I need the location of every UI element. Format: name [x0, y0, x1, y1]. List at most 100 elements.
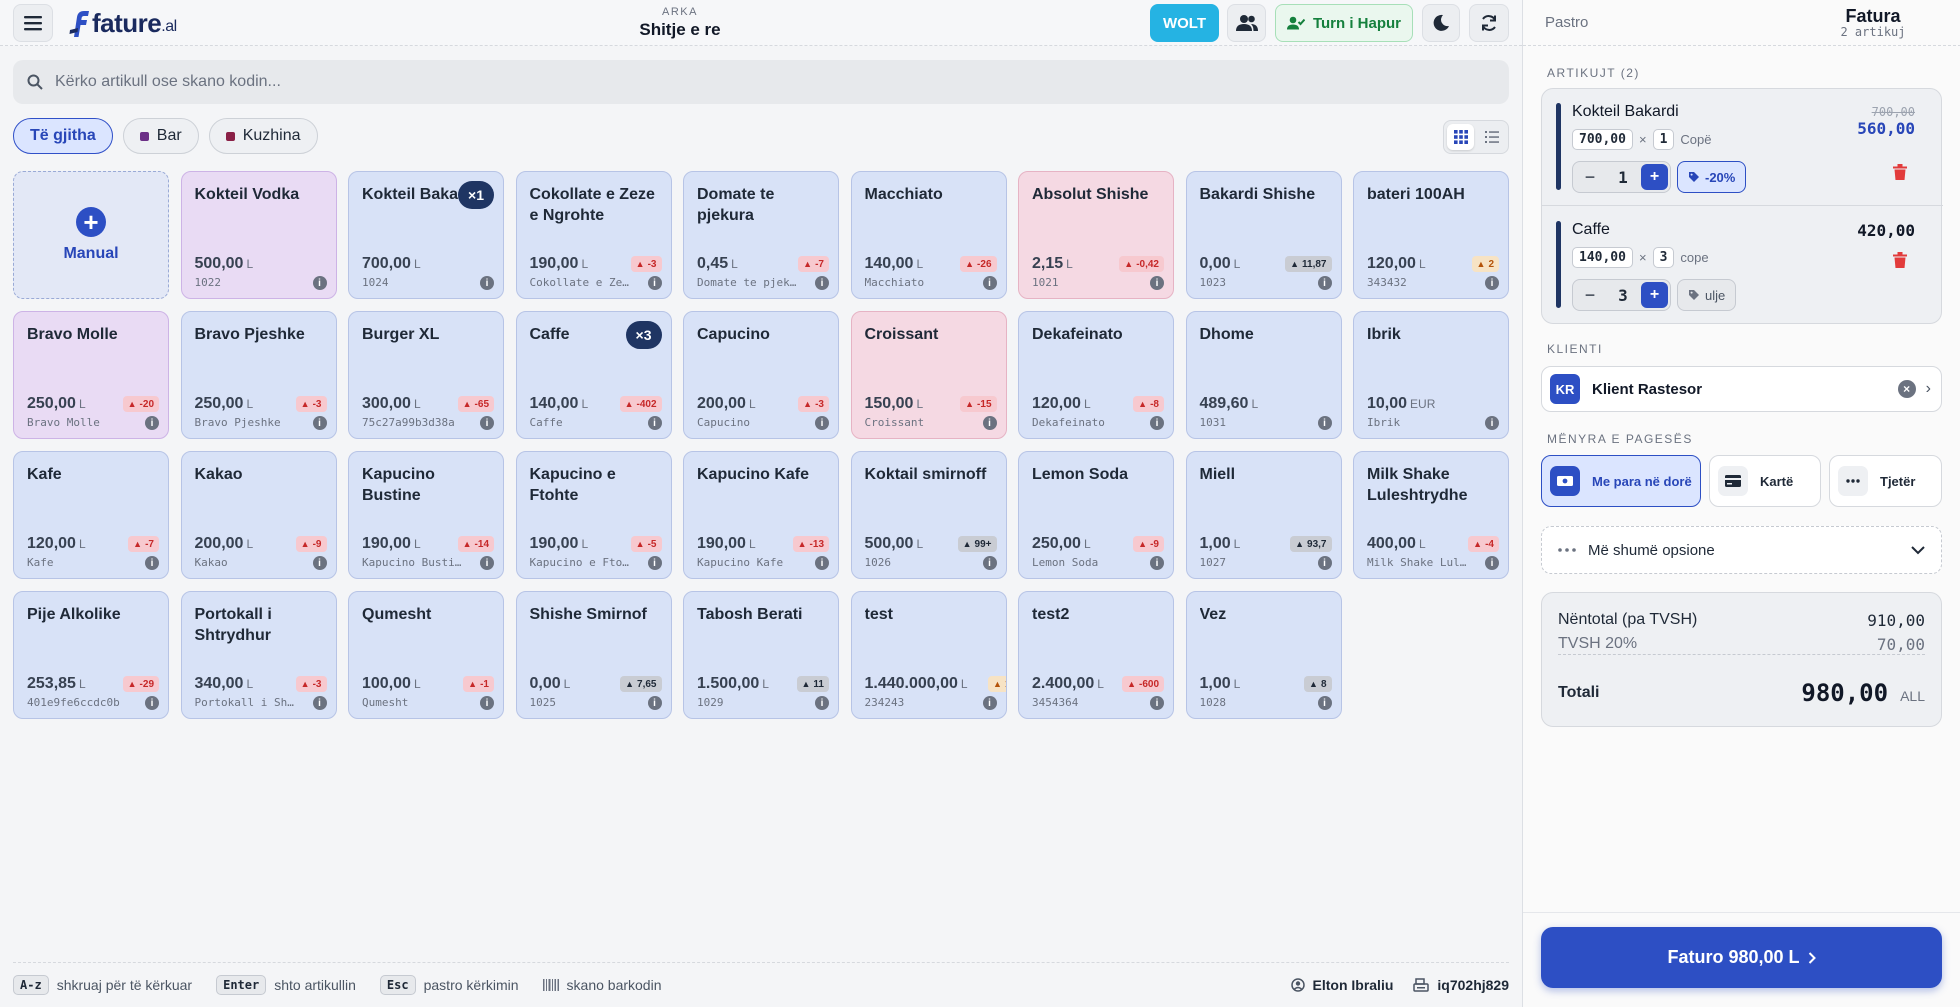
product-tile[interactable]: Kakao 200,00 L Kakao i ▲ -9 [180, 451, 337, 579]
product-tile[interactable]: Koktail smirnoff 500,00 L 1026 i ▲ 99+ [850, 451, 1007, 579]
clear-client-icon[interactable]: × [1897, 380, 1916, 398]
product-tile[interactable]: Kapucino Bustine 190,00 L Kapucino Bustine i… [348, 451, 504, 579]
info-icon[interactable]: i [982, 416, 997, 430]
decrease-button[interactable]: − [1584, 284, 1596, 305]
product-tile[interactable]: Shishe Smirnof 0,00 L 1025 i ▲ 7,65 [515, 591, 672, 719]
list-view-button[interactable] [1478, 124, 1505, 150]
product-tile[interactable]: Dekafeinato 120,00 L Dekafeinato i ▲ -8 [1018, 311, 1174, 439]
info-icon[interactable]: i [480, 416, 494, 430]
info-icon[interactable]: i [1485, 416, 1499, 430]
info-icon[interactable]: i [145, 696, 159, 710]
increase-button[interactable]: + [1641, 164, 1668, 190]
product-tile[interactable]: Bravo Molle 250,00 L Bravo Molle i ▲ -20 [13, 311, 169, 439]
info-icon[interactable]: i [480, 556, 494, 570]
clear-invoice-button[interactable]: Pastro [1545, 14, 1589, 31]
info-icon[interactable]: i [815, 416, 829, 430]
info-icon[interactable]: i [1485, 556, 1499, 570]
info-icon[interactable]: i [1317, 556, 1332, 570]
category-chip[interactable]: Bar [122, 118, 199, 154]
product-tile[interactable]: Qumesht 100,00 L Qumesht i ▲ -1 [348, 591, 504, 719]
info-icon[interactable]: i [815, 556, 829, 570]
discount-button[interactable]: -20% [1677, 161, 1747, 193]
info-icon[interactable]: i [982, 696, 997, 710]
product-tile[interactable]: Bakardi Shishe 0,00 L 1023 i ▲ 11,87 [1185, 171, 1342, 299]
category-chip[interactable]: Të gjitha [13, 118, 113, 154]
product-tile[interactable]: Capucino 200,00 L Capucino i ▲ -3 [683, 311, 839, 439]
product-tile[interactable]: test 1.440.000,00L 234243 i ▲1 [850, 591, 1007, 719]
info-icon[interactable]: i [1150, 696, 1164, 710]
product-tile[interactable]: Kokteil Bakardi 700,00 L 1024 i ×1 [348, 171, 504, 299]
menu-button[interactable] [13, 4, 53, 42]
client-selector[interactable]: KR Klient Rastesor × › [1541, 366, 1942, 412]
product-tile[interactable]: Domate te pjekura 0,45 L Domate te pjekura i… [683, 171, 839, 299]
product-tile[interactable]: Macchiato 140,00 L Macchiato i ▲ -26 [850, 171, 1007, 299]
info-icon[interactable]: i [647, 276, 662, 290]
payment-card[interactable]: Kartë [1709, 455, 1821, 507]
product-tile[interactable]: Portokall i Shtrydhur 340,00 L Portokall i … [180, 591, 337, 719]
users-button[interactable] [1227, 4, 1266, 42]
increase-button[interactable]: + [1641, 282, 1668, 308]
info-icon[interactable]: i [145, 416, 159, 430]
more-options-toggle[interactable]: Më shumë opsione [1541, 526, 1942, 574]
product-tile[interactable]: Kapucino e Ftohte 190,00 L Kapucino e Ftoht… [515, 451, 672, 579]
info-icon[interactable]: i [647, 696, 662, 710]
product-tile[interactable]: Kapucino Kafe 190,00 L Kapucino Kafe i ▲ -13 [683, 451, 839, 579]
product-tile[interactable]: Dhome 489,60 L 1031 i [1185, 311, 1342, 439]
info-icon[interactable]: i [145, 556, 159, 570]
refresh-button[interactable] [1469, 4, 1509, 42]
payment-other[interactable]: Tjetër [1829, 455, 1942, 507]
info-icon[interactable]: i [312, 696, 327, 710]
info-icon[interactable]: i [312, 556, 327, 570]
info-icon[interactable]: i [1317, 696, 1332, 710]
grid-view-button[interactable] [1447, 124, 1474, 150]
product-tile[interactable]: Croissant 150,00 L Croissant i ▲ -15 [850, 311, 1007, 439]
info-icon[interactable]: i [647, 416, 662, 430]
product-search[interactable] [13, 60, 1509, 104]
info-icon[interactable]: i [647, 556, 662, 570]
qty-field[interactable]: 3 [1652, 247, 1675, 268]
product-tile[interactable]: Miell 1,00 L 1027 i ▲ 93,7 [1185, 451, 1342, 579]
info-icon[interactable]: i [480, 696, 494, 710]
info-icon[interactable]: i [982, 276, 997, 290]
info-icon[interactable]: i [312, 276, 327, 290]
checkout-button[interactable]: Faturo 980,00 L [1541, 927, 1942, 988]
quantity-value[interactable]: 3 [1618, 285, 1628, 305]
info-icon[interactable]: i [1317, 276, 1332, 290]
product-tile[interactable]: Bravo Pjeshke 250,00 L Bravo Pjeshke i ▲ -3 [180, 311, 337, 439]
info-icon[interactable]: i [1150, 276, 1164, 290]
info-icon[interactable]: i [312, 416, 327, 430]
product-tile[interactable]: Caffe 140,00 L Caffe i ▲ -402 ×3 [515, 311, 672, 439]
search-input[interactable] [55, 73, 1455, 91]
dark-mode-toggle[interactable] [1422, 4, 1460, 42]
product-tile[interactable]: Pije Alkolike 253,85 L 401e9fe6ccdc0b i ▲ -29 [13, 591, 169, 719]
unit-price-field[interactable]: 700,00 [1572, 129, 1633, 150]
info-icon[interactable]: i [1150, 416, 1164, 430]
discount-button[interactable]: ulje [1677, 279, 1737, 311]
product-tile[interactable]: Vez 1,00 L 1028 i ▲ 8 [1185, 591, 1342, 719]
unit-price-field[interactable]: 140,00 [1572, 247, 1633, 268]
wolt-button[interactable]: WOLT [1150, 4, 1219, 42]
delete-line-button[interactable] [1885, 157, 1915, 187]
delete-line-button[interactable] [1885, 245, 1915, 275]
product-tile[interactable]: Cokollate e Zeze e Ngrohte 190,00 L Cokolla… [515, 171, 672, 299]
qty-field[interactable]: 1 [1652, 129, 1675, 150]
quantity-value[interactable]: 1 [1618, 167, 1628, 187]
payment-cash[interactable]: Me para në dorë [1541, 455, 1701, 507]
product-tile[interactable]: Absolut Shishe 2,15 L 1021 i ▲ -0,42 [1018, 171, 1174, 299]
manual-item-tile[interactable]: + Manual [13, 171, 169, 299]
product-tile[interactable]: Ibrik 10,00 EUR Ibrik i [1353, 311, 1509, 439]
category-chip[interactable]: Kuzhina [208, 118, 318, 154]
info-icon[interactable]: i [1485, 276, 1499, 290]
product-tile[interactable]: Tabosh Berati 1.500,00 L 1029 i ▲ 11 [683, 591, 839, 719]
product-tile[interactable]: Kafe 120,00 L Kafe i ▲ -7 [13, 451, 169, 579]
info-icon[interactable]: i [815, 696, 829, 710]
product-tile[interactable]: Lemon Soda 250,00 L Lemon Soda i ▲ -9 [1018, 451, 1174, 579]
info-icon[interactable]: i [982, 556, 997, 570]
product-tile[interactable]: bateri 100AH 120,00 L 343432 i ▲ 2 [1353, 171, 1509, 299]
info-icon[interactable]: i [480, 276, 494, 290]
info-icon[interactable]: i [1317, 416, 1332, 430]
product-tile[interactable]: Burger XL 300,00 L 75c27a99b3d38a i ▲ -65 [348, 311, 504, 439]
shift-button[interactable]: Turn i Hapur [1275, 4, 1413, 42]
decrease-button[interactable]: − [1584, 166, 1596, 187]
info-icon[interactable]: i [1150, 556, 1164, 570]
